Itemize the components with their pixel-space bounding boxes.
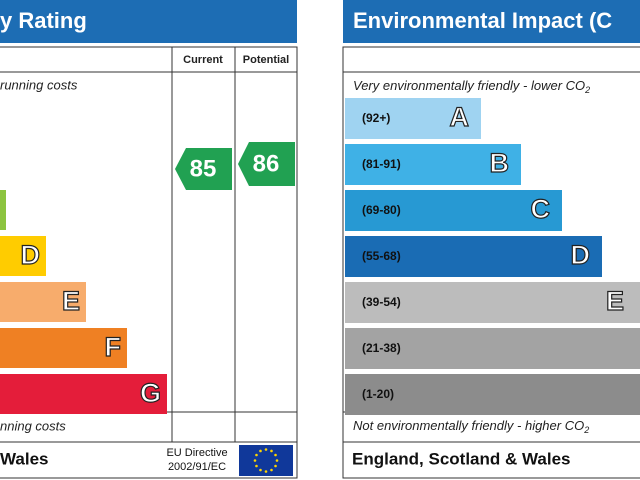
current-arrow	[175, 148, 232, 190]
note: running costs	[0, 77, 78, 92]
band	[345, 190, 562, 231]
footer: Wales	[0, 449, 49, 468]
flag-star	[270, 449, 273, 453]
flag-star	[264, 448, 268, 451]
band-letter: F	[105, 332, 122, 362]
flag-star	[275, 459, 279, 462]
band	[345, 98, 481, 139]
band-range: (1-20)	[362, 387, 394, 401]
title-bar	[0, 0, 297, 43]
note: Very environmentally friendly - lower CO…	[353, 78, 590, 95]
footer: England, Scotland & Wales	[352, 449, 571, 468]
band-range: (69-80)	[362, 203, 401, 217]
col-header: Current	[183, 54, 223, 66]
band-letter: E	[606, 286, 624, 316]
flag-star	[253, 459, 257, 462]
band-letter: A	[450, 102, 470, 132]
band	[0, 236, 46, 276]
band	[345, 374, 640, 415]
potential-value: 86	[253, 150, 280, 177]
current-value: 85	[190, 155, 217, 182]
band-range: (39-54)	[362, 295, 401, 309]
flag-star	[255, 453, 258, 457]
note: nning costs	[0, 418, 66, 433]
band-letter: B	[490, 148, 510, 178]
potential-arrow	[238, 142, 295, 186]
band	[345, 328, 640, 369]
band	[0, 190, 6, 230]
band-letter: E	[62, 286, 80, 316]
band-letter: D	[571, 240, 591, 270]
col-header: Potential	[243, 54, 289, 66]
band	[345, 144, 521, 185]
panel-title: Environmental Impact (C	[353, 8, 612, 33]
band-range: (81-91)	[362, 157, 401, 171]
band	[0, 328, 127, 368]
panel-frame	[342, 46, 640, 479]
band	[345, 236, 602, 277]
flag-star	[264, 470, 268, 473]
flag-star	[274, 464, 277, 468]
band-letter: G	[140, 378, 161, 408]
flag-star	[259, 449, 262, 453]
band	[0, 282, 86, 322]
band	[345, 282, 640, 323]
band-letter: D	[21, 240, 41, 270]
band	[0, 374, 167, 414]
note: Not environmentally friendly - higher CO…	[353, 418, 589, 435]
band-letter: C	[531, 194, 551, 224]
flag-star	[259, 468, 262, 472]
flag-star	[270, 468, 273, 472]
band-range: (21-38)	[362, 341, 401, 355]
directive: 2002/91/EC	[168, 461, 226, 473]
band-range: (55-68)	[362, 249, 401, 263]
panel-frame	[0, 46, 298, 479]
title-bar	[343, 0, 640, 43]
flag-star	[255, 464, 258, 468]
panel-title: y Rating	[0, 8, 87, 33]
directive: EU Directive	[166, 447, 227, 459]
flag-star	[274, 453, 277, 457]
band-range: (92+)	[362, 111, 390, 125]
